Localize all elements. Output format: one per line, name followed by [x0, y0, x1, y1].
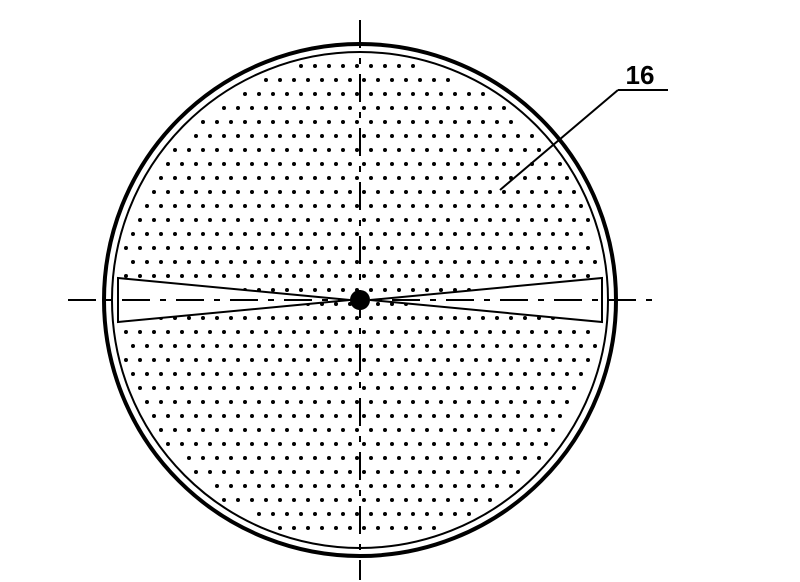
callout-label: 16 [626, 60, 655, 90]
